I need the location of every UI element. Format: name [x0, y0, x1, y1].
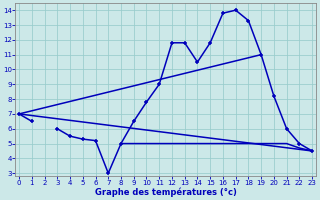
- X-axis label: Graphe des températures (°c): Graphe des températures (°c): [95, 188, 236, 197]
